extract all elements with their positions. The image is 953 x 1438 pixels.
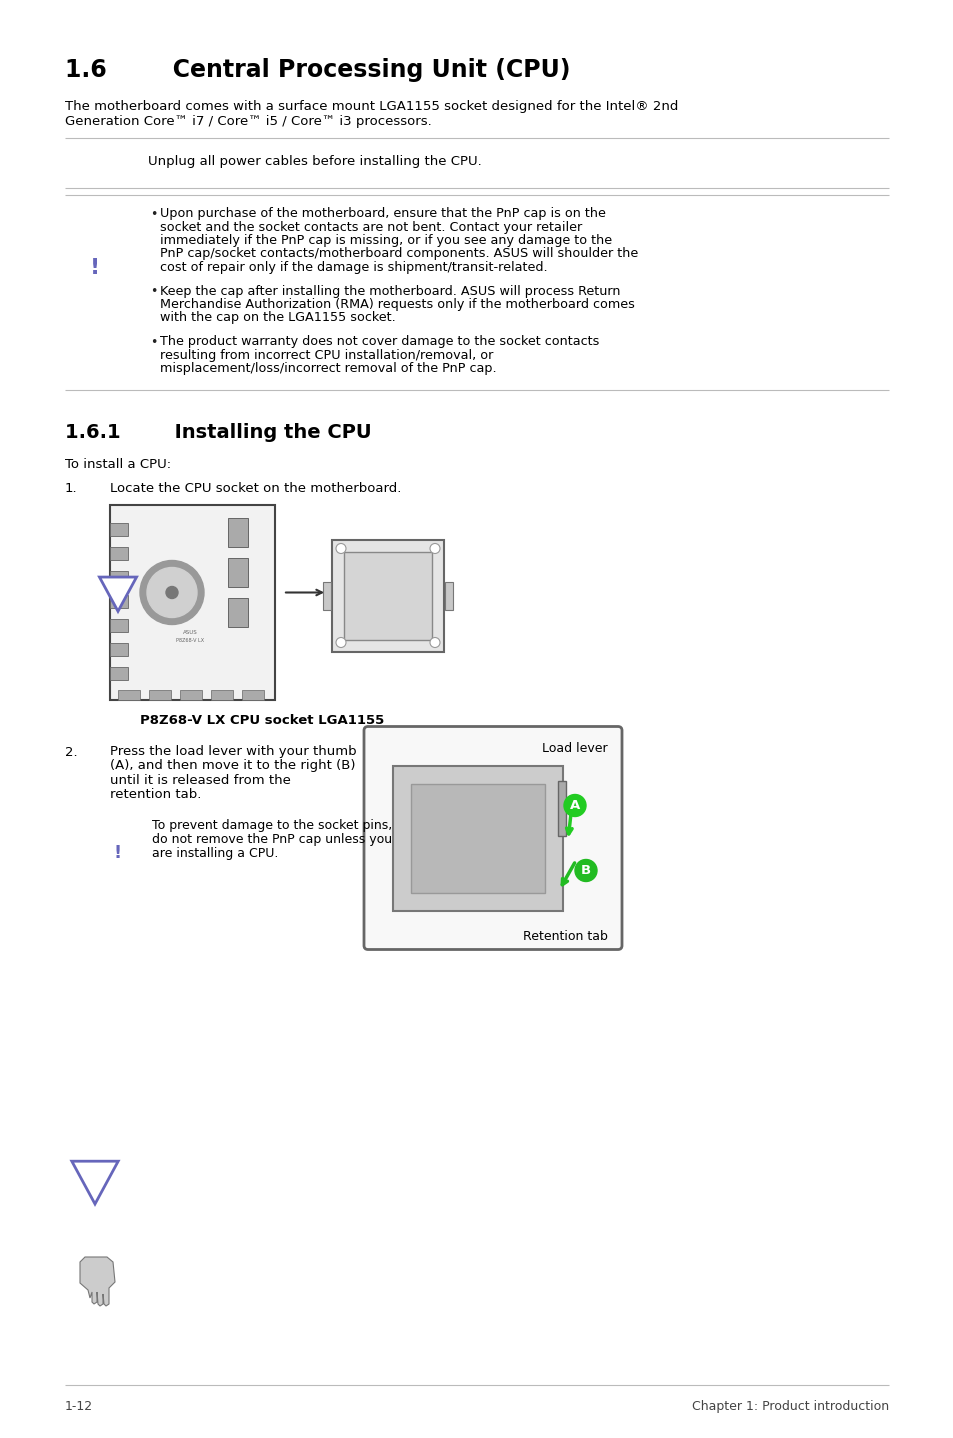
FancyBboxPatch shape — [110, 571, 128, 584]
Polygon shape — [71, 1162, 118, 1204]
FancyBboxPatch shape — [242, 689, 264, 699]
Text: 1.: 1. — [65, 483, 77, 496]
Text: ASUS: ASUS — [182, 630, 197, 634]
Text: Keep the cap after installing the motherboard. ASUS will process Return: Keep the cap after installing the mother… — [160, 285, 619, 298]
Circle shape — [335, 544, 346, 554]
FancyBboxPatch shape — [110, 594, 128, 607]
FancyBboxPatch shape — [364, 726, 621, 949]
Text: •: • — [150, 286, 157, 299]
Polygon shape — [80, 1257, 115, 1306]
FancyBboxPatch shape — [110, 505, 274, 699]
Text: To prevent damage to the socket pins,: To prevent damage to the socket pins, — [152, 820, 392, 833]
Text: cost of repair only if the damage is shipment/transit-related.: cost of repair only if the damage is shi… — [160, 262, 547, 275]
FancyBboxPatch shape — [149, 689, 171, 699]
Text: do not remove the PnP cap unless you: do not remove the PnP cap unless you — [152, 833, 392, 846]
Text: with the cap on the LGA1155 socket.: with the cap on the LGA1155 socket. — [160, 312, 395, 325]
Text: Chapter 1: Product introduction: Chapter 1: Product introduction — [691, 1401, 888, 1414]
Text: Retention tab: Retention tab — [522, 930, 607, 943]
Text: Upon purchase of the motherboard, ensure that the PnP cap is on the: Upon purchase of the motherboard, ensure… — [160, 207, 605, 220]
Text: misplacement/loss/incorrect removal of the PnP cap.: misplacement/loss/incorrect removal of t… — [160, 362, 497, 375]
Circle shape — [140, 561, 204, 624]
FancyBboxPatch shape — [411, 784, 544, 893]
Text: To install a CPU:: To install a CPU: — [65, 459, 171, 472]
FancyBboxPatch shape — [332, 539, 443, 651]
Text: retention tab.: retention tab. — [110, 788, 201, 801]
FancyBboxPatch shape — [558, 781, 565, 835]
FancyBboxPatch shape — [393, 765, 562, 910]
FancyBboxPatch shape — [344, 552, 432, 640]
FancyBboxPatch shape — [110, 522, 128, 535]
FancyBboxPatch shape — [118, 689, 140, 699]
Text: Unplug all power cables before installing the CPU.: Unplug all power cables before installin… — [148, 155, 481, 168]
Text: A: A — [569, 800, 579, 812]
Text: PnP cap/socket contacts/motherboard components. ASUS will shoulder the: PnP cap/socket contacts/motherboard comp… — [160, 247, 638, 260]
Circle shape — [335, 637, 346, 647]
Text: 1.6        Central Processing Unit (CPU): 1.6 Central Processing Unit (CPU) — [65, 58, 570, 82]
Text: 1.6.1        Installing the CPU: 1.6.1 Installing the CPU — [65, 424, 372, 443]
Circle shape — [563, 795, 585, 817]
Text: Press the load lever with your thumb: Press the load lever with your thumb — [110, 745, 356, 758]
Circle shape — [430, 637, 439, 647]
Circle shape — [166, 587, 178, 598]
Text: Locate the CPU socket on the motherboard.: Locate the CPU socket on the motherboard… — [110, 483, 401, 496]
FancyBboxPatch shape — [444, 581, 453, 610]
FancyBboxPatch shape — [110, 666, 128, 680]
FancyBboxPatch shape — [110, 546, 128, 559]
Text: •: • — [150, 336, 157, 349]
FancyBboxPatch shape — [180, 689, 202, 699]
Text: (A), and then move it to the right (B): (A), and then move it to the right (B) — [110, 759, 355, 772]
FancyBboxPatch shape — [211, 689, 233, 699]
Text: 2.: 2. — [65, 745, 77, 758]
Text: Load lever: Load lever — [542, 742, 607, 755]
Polygon shape — [99, 577, 136, 611]
FancyBboxPatch shape — [110, 618, 128, 631]
FancyBboxPatch shape — [228, 598, 248, 627]
FancyBboxPatch shape — [323, 581, 331, 610]
Text: Merchandise Authorization (RMA) requests only if the motherboard comes: Merchandise Authorization (RMA) requests… — [160, 298, 634, 311]
Circle shape — [430, 544, 439, 554]
Text: P8Z68-V LX CPU socket LGA1155: P8Z68-V LX CPU socket LGA1155 — [140, 713, 384, 726]
Text: !: ! — [113, 844, 122, 863]
Text: P8Z68-V LX: P8Z68-V LX — [175, 637, 204, 643]
Text: B: B — [580, 864, 591, 877]
FancyBboxPatch shape — [110, 643, 128, 656]
Text: resulting from incorrect CPU installation/removal, or: resulting from incorrect CPU installatio… — [160, 348, 493, 361]
Text: The product warranty does not cover damage to the socket contacts: The product warranty does not cover dama… — [160, 335, 598, 348]
Text: •: • — [150, 209, 157, 221]
FancyBboxPatch shape — [228, 558, 248, 587]
Text: immediately if the PnP cap is missing, or if you see any damage to the: immediately if the PnP cap is missing, o… — [160, 234, 612, 247]
FancyBboxPatch shape — [228, 518, 248, 546]
Text: 1-12: 1-12 — [65, 1401, 93, 1414]
Circle shape — [147, 568, 196, 617]
Text: socket and the socket contacts are not bent. Contact your retailer: socket and the socket contacts are not b… — [160, 220, 581, 233]
Text: are installing a CPU.: are installing a CPU. — [152, 847, 278, 860]
Text: The motherboard comes with a surface mount LGA1155 socket designed for the Intel: The motherboard comes with a surface mou… — [65, 101, 678, 128]
Circle shape — [575, 860, 597, 881]
Text: until it is released from the: until it is released from the — [110, 774, 291, 787]
Text: !: ! — [90, 257, 100, 278]
